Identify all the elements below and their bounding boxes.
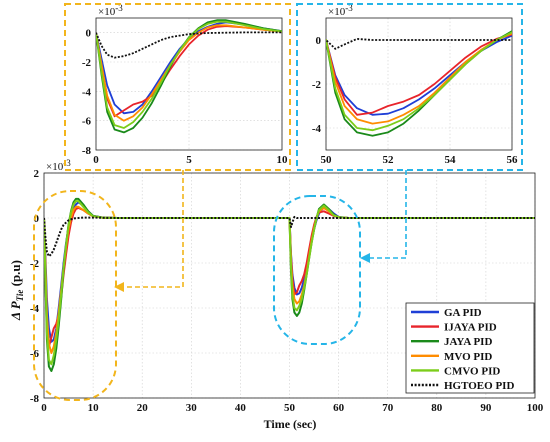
y-tick-label: -6 [30,348,40,360]
zoom-region-left [33,190,117,401]
plot-frame [325,17,513,151]
x-tick-label: 10 [88,402,100,414]
x-tick-label: 70 [382,402,394,414]
x-tick-label: 50 [284,402,296,414]
exponent-label: ×10-3 [98,3,123,18]
exponent-label: ×10-3 [328,3,353,18]
plot-frame [95,17,283,151]
x-tick-label: 52 [383,154,395,166]
y-tick-label: -2 [30,258,40,270]
series-group [326,30,512,137]
x-tick-label: 60 [333,402,345,414]
legend: GA PID IJAYA PID JAYA PID MVO PID CMVO PID HG… [405,302,535,394]
x-tick-label: 5 [186,154,192,166]
x-tick-label: 90 [480,402,492,414]
y-tick-label: -4 [82,86,92,98]
series-line-hgtoeo-pid [44,215,535,258]
x-tick-label: 56 [507,154,519,166]
zoom-connector-left [122,170,184,288]
x-tick-label: 40 [235,402,247,414]
inset-left-chart: 0 5 10 0 -2 -4 -6 -8 ×10-3 [82,3,289,166]
legend-label: MVO PID [444,351,492,363]
y-tick-label: 0 [86,28,92,40]
arrow-head-left [114,282,124,292]
series-line-ga-pid [96,21,282,115]
x-tick-label: 10 [277,154,289,166]
series-line-cmvo-pid [96,20,282,129]
zoom-connector-right [368,170,407,259]
y-tick-label: -2 [312,79,322,91]
y-tick-label: 0 [34,213,40,225]
y-axis-title: Δ PTie (p.u) [8,260,25,321]
y-tick-label: -2 [82,57,92,69]
x-tick-label: 20 [137,402,149,414]
legend-label: CMVO PID [444,365,500,377]
legend-label: IJAYA PID [444,322,497,334]
axis-labels: Time (sec) Δ PTie (p.u) [8,260,316,431]
x-tick-label: 80 [431,402,443,414]
y-tick-label: -8 [82,145,92,157]
x-tick-label: 100 [527,402,544,414]
x-tick-label: 54 [445,154,457,166]
zoom-frame-left [64,3,291,171]
x-tick-label: 50 [321,154,333,166]
arrow-head-right [360,253,370,263]
series-group [96,19,282,134]
series-line-hgtoeo-pid [96,31,282,59]
legend-box [405,302,535,394]
x-tick-label: 0 [41,402,47,414]
zoom-frame-right [296,3,523,171]
y-tick-label: -4 [312,123,322,135]
series-line-hgtoeo-pid [326,38,512,50]
x-tick-label: 0 [93,154,99,166]
inset-right-chart: 50 52 54 56 0 -2 -4 ×10-3 [312,3,519,166]
series-group [44,197,535,372]
y-tick-label: -6 [82,116,92,128]
y-tick-label: -8 [30,393,40,405]
legend-label: HGTOEO PID [444,380,514,392]
series-line-jaya-pid [96,19,282,134]
y-tick-label: 2 [34,168,40,180]
series-line-mvo-pid [96,24,282,122]
plot-frame [43,172,536,399]
legend-label: GA PID [444,307,482,319]
y-tick-label: 0 [316,35,322,47]
zoom-annotations [33,3,523,401]
x-axis-title: Time (sec) [264,417,317,431]
x-tick-label: 30 [186,402,198,414]
zoom-region-right [273,195,361,345]
legend-label: JAYA PID [444,336,492,348]
